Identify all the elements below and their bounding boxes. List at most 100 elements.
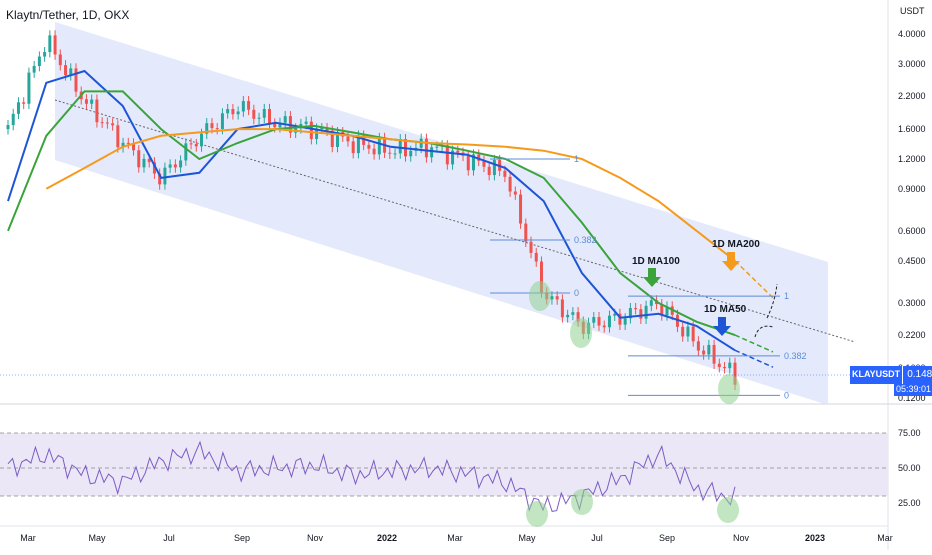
candle-body	[377, 137, 381, 155]
price-tick-4: 1.2000	[898, 154, 926, 164]
candle-body	[121, 142, 125, 148]
price-tick-9: 0.2200	[898, 330, 926, 340]
candle-body	[210, 123, 214, 129]
time-tick-12: Mar	[877, 533, 893, 543]
fib-lower-label-2: 0	[784, 390, 789, 400]
ma50-line	[7, 69, 736, 352]
fib-lower-label-1: 0.382	[784, 351, 807, 361]
time-tick-7: May	[518, 533, 536, 543]
candle-body	[205, 123, 209, 134]
candle-body	[90, 99, 94, 104]
candle-body	[456, 150, 460, 153]
candle-body	[184, 143, 188, 161]
candle-body	[503, 170, 507, 177]
candle-body	[435, 146, 439, 148]
bar-countdown: 05:39:01	[894, 384, 932, 396]
candle-body	[471, 154, 475, 171]
price-axis-currency: USDT	[900, 6, 925, 16]
descending-channel[interactable]	[55, 22, 828, 405]
candle-body	[613, 313, 617, 316]
time-tick-11: 2023	[805, 533, 825, 543]
time-tick-9: Sep	[659, 533, 675, 543]
rsi-tick-1: 50.00	[898, 463, 921, 473]
candle-body	[231, 109, 235, 115]
candle-body	[539, 261, 543, 293]
price-tick-6: 0.6000	[898, 226, 926, 236]
candle-body	[330, 130, 334, 147]
ma200-line-projection	[734, 260, 774, 299]
candle-body	[147, 158, 151, 163]
candle-body	[398, 139, 402, 154]
candle-body	[451, 150, 455, 165]
candle-body	[32, 66, 36, 73]
candle-body	[356, 135, 360, 154]
candle-body	[576, 312, 580, 322]
time-axis-ticks: Mar May Jul Sep Nov 2022 Mar May Jul Sep Nov 2023 Ma…	[20, 533, 893, 543]
ma200-label: 1D MA200	[712, 239, 760, 250]
candle-body	[6, 125, 10, 130]
candle-body	[257, 117, 261, 119]
candle-body	[53, 35, 57, 55]
rsi-circle-jun	[571, 489, 593, 515]
ma100-line-projection	[734, 334, 774, 353]
price-tick-1: 3.0000	[898, 59, 926, 69]
candle-body	[278, 122, 282, 128]
candle-body	[320, 128, 324, 130]
candle-body	[168, 164, 172, 168]
candle-body	[336, 132, 340, 147]
candles-layer	[6, 30, 737, 391]
candle-body	[268, 108, 272, 124]
candle-body	[691, 326, 695, 342]
time-tick-3: Sep	[234, 533, 250, 543]
candle-body	[409, 150, 413, 157]
candle-body	[524, 223, 528, 242]
candle-body	[200, 133, 204, 147]
candle-body	[16, 102, 20, 114]
ma100-line	[7, 90, 736, 337]
candle-body	[95, 99, 99, 123]
arrows-layer: 1D MA100 1D MA200 1D MA50	[0, 239, 888, 376]
candle-body	[247, 101, 251, 110]
candle-body	[236, 111, 240, 115]
rsi-circle-may	[526, 501, 548, 527]
candle-body	[309, 121, 313, 140]
candle-body	[252, 109, 256, 119]
candle-body	[74, 68, 78, 92]
candle-body	[346, 136, 350, 142]
rsi-tick-0: 75.00	[898, 428, 921, 438]
candle-body	[696, 341, 700, 351]
chart-title: Klaytn/Tether, 1D, OKX	[6, 8, 130, 22]
candle-body	[304, 121, 308, 124]
candle-body	[560, 299, 564, 318]
circle-oct	[718, 374, 740, 404]
last-price-tag[interactable]: KLAYUSDT 0.1481	[850, 366, 932, 384]
time-tick-8: Jul	[591, 533, 603, 543]
candle-body	[137, 150, 141, 168]
ma200-arrow	[722, 252, 740, 271]
candle-body	[649, 300, 653, 306]
ma50-label: 1D MA50	[704, 304, 747, 315]
candle-body	[534, 252, 538, 262]
candle-body	[681, 326, 685, 337]
fib-lower-label-0: 1	[784, 291, 789, 301]
candle-body	[477, 154, 481, 161]
candle-body	[519, 194, 523, 224]
candle-body	[550, 296, 554, 300]
candle-body	[592, 317, 596, 323]
channel-midline[interactable]	[54, 99, 856, 343]
ma50-arrow	[713, 317, 731, 336]
last-price-value: 0.1481	[902, 366, 932, 384]
time-tick-0: Mar	[20, 533, 36, 543]
candle-body	[723, 367, 727, 369]
candle-body	[430, 147, 434, 158]
candle-body	[445, 145, 449, 165]
candle-body	[566, 314, 570, 318]
candle-body	[712, 344, 716, 364]
moving-averages-layer	[7, 69, 774, 368]
fib-upper-label-1: 0.382	[574, 235, 597, 245]
candle-body	[513, 191, 517, 195]
candle-body	[665, 306, 669, 316]
candle-body	[707, 344, 711, 355]
candle-body	[388, 152, 392, 154]
